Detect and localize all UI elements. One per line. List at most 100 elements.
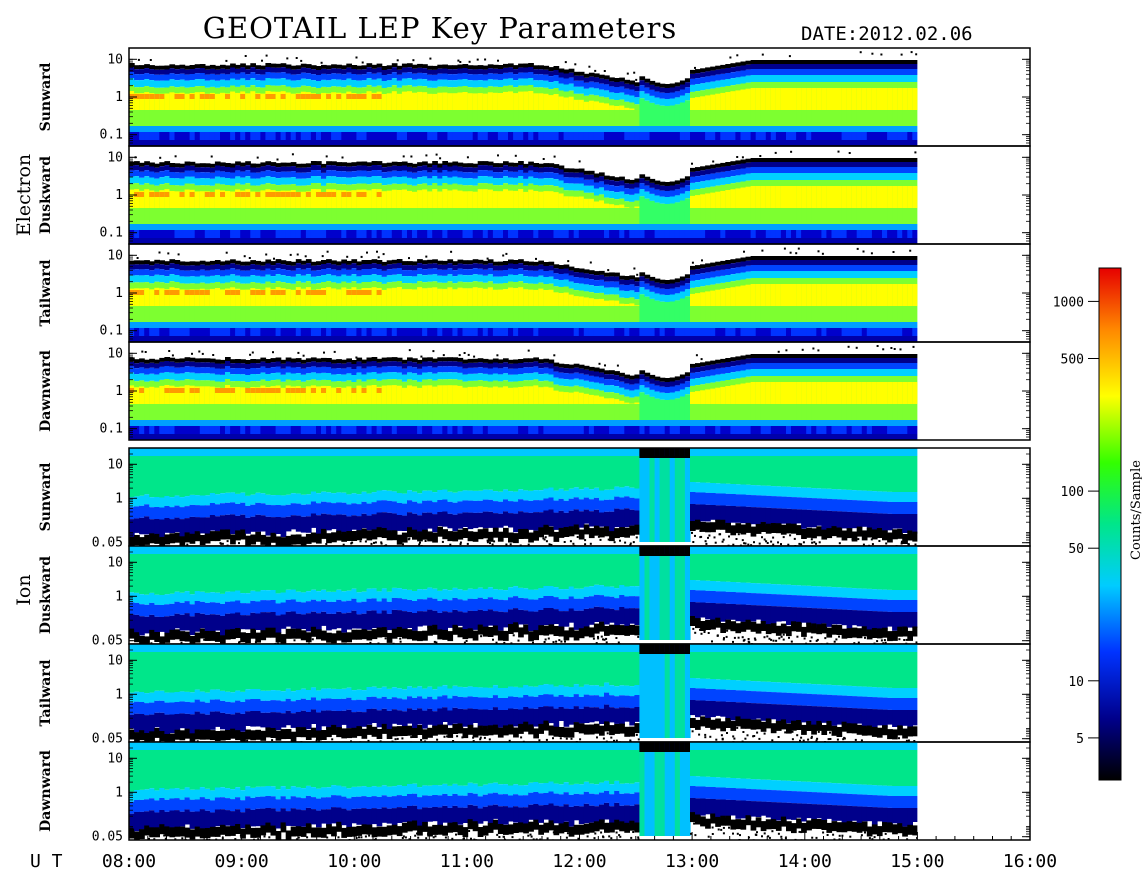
flux-mid-column xyxy=(836,173,843,180)
flux-low-column xyxy=(619,279,625,285)
flux-low-column xyxy=(437,68,443,74)
flux-low-column xyxy=(265,434,272,440)
flux-low-column xyxy=(194,238,201,244)
flux-low-column xyxy=(240,265,246,271)
flux-low-column xyxy=(715,265,721,271)
flux-low-column xyxy=(265,328,272,336)
flux-low-column xyxy=(654,91,661,98)
flux-low-column xyxy=(629,224,635,230)
flux-low-column xyxy=(184,361,191,367)
flux-low-column xyxy=(230,363,236,369)
flux-envelope-column xyxy=(462,260,469,265)
flux-low-column xyxy=(674,86,681,92)
flux-mid-column xyxy=(169,274,176,282)
noise-dot xyxy=(701,259,703,262)
flux-high-column xyxy=(861,88,868,110)
flux-low-column xyxy=(209,73,216,80)
flux-low-column xyxy=(558,238,565,244)
flux-low-column xyxy=(624,132,630,140)
flux-high-column xyxy=(841,284,848,306)
flux-low-column xyxy=(760,260,767,265)
flux-low-column xyxy=(750,64,757,69)
flux-envelope-column xyxy=(497,65,504,69)
flux-low-column xyxy=(331,132,337,140)
flux-low-column xyxy=(250,132,256,140)
flux-low-column xyxy=(497,336,504,342)
flux-low-column xyxy=(477,165,484,171)
flux-low-column xyxy=(214,426,221,434)
flux-envelope-column xyxy=(209,64,216,69)
flux-low-column xyxy=(477,328,484,336)
flux-low-column xyxy=(204,336,211,342)
flux-envelope-column xyxy=(204,358,211,363)
flux-low-column xyxy=(740,126,747,132)
flux-high-column xyxy=(225,385,231,404)
flux-mid-column xyxy=(245,176,251,184)
flux-mid-column xyxy=(492,276,499,284)
flux-mid-column xyxy=(882,173,888,180)
flux-low-column xyxy=(139,132,145,140)
flux-low-column xyxy=(604,140,610,146)
flux-high-column xyxy=(235,189,241,208)
flux-envelope-column xyxy=(417,259,423,264)
flux-low-column xyxy=(422,269,428,276)
flux-high-column xyxy=(331,189,337,208)
flux-mid-column xyxy=(720,177,726,185)
flux-mid-column xyxy=(907,271,913,278)
flux-high-column xyxy=(558,193,565,208)
flux-low-column xyxy=(892,64,898,69)
flux-low-column xyxy=(331,140,337,146)
flux-high-column xyxy=(593,201,600,208)
flux-low-column xyxy=(220,336,226,342)
flux-low-column xyxy=(386,132,393,140)
flux-high-column xyxy=(730,91,737,110)
flux-mid-column xyxy=(786,173,792,180)
flux-low-column xyxy=(851,265,858,271)
flux-mid-column xyxy=(452,176,459,184)
flux-low-column xyxy=(553,126,560,132)
flux-high-column xyxy=(275,385,282,404)
flux-low-column xyxy=(518,336,524,342)
flux-low-column xyxy=(159,426,165,434)
flux-high-column xyxy=(245,388,251,404)
flux-low-column xyxy=(139,230,145,238)
flux-peak-column xyxy=(209,192,216,197)
flux-high-column xyxy=(786,186,792,208)
flux-low-column xyxy=(407,72,413,79)
flux-low-column xyxy=(593,275,600,281)
flux-low-column xyxy=(351,69,358,74)
flux-peak-column xyxy=(255,290,261,295)
flux-high-column xyxy=(194,386,201,404)
flux-low-column xyxy=(543,328,550,336)
flux-low-column xyxy=(240,238,246,244)
spectrogram-electron-tailward xyxy=(129,247,918,342)
flux-low-column xyxy=(882,69,888,75)
flux-envelope-column xyxy=(305,259,312,264)
flux-low-column xyxy=(821,69,828,75)
flux-low-column xyxy=(710,75,716,82)
flux-low-column xyxy=(861,132,868,140)
flux-low-column xyxy=(811,132,817,140)
flux-low-column xyxy=(780,140,787,146)
flux-low-column xyxy=(321,328,327,336)
flux-mid-column xyxy=(538,178,544,186)
flux-high-column xyxy=(897,186,903,208)
flux-low-column xyxy=(159,126,165,132)
flux-peak-column xyxy=(295,192,302,197)
flux-low-column xyxy=(543,172,550,179)
flux-mid-column xyxy=(412,276,418,284)
flux-envelope-column xyxy=(573,71,580,76)
flux-peak-column xyxy=(270,290,277,295)
flux-low-column xyxy=(674,184,681,190)
flux-low-column xyxy=(669,230,676,238)
flux-low-column xyxy=(310,336,317,342)
flux-mid-column xyxy=(851,271,858,278)
flux-low-column xyxy=(740,322,747,328)
flux-high-column xyxy=(422,288,428,306)
flux-low-column xyxy=(553,75,560,81)
flux-low-column xyxy=(250,230,256,238)
flux-envelope-column xyxy=(245,161,251,166)
flux-mid-column xyxy=(902,75,908,82)
flux-low-column xyxy=(614,336,620,342)
flux-low-column xyxy=(139,434,145,440)
